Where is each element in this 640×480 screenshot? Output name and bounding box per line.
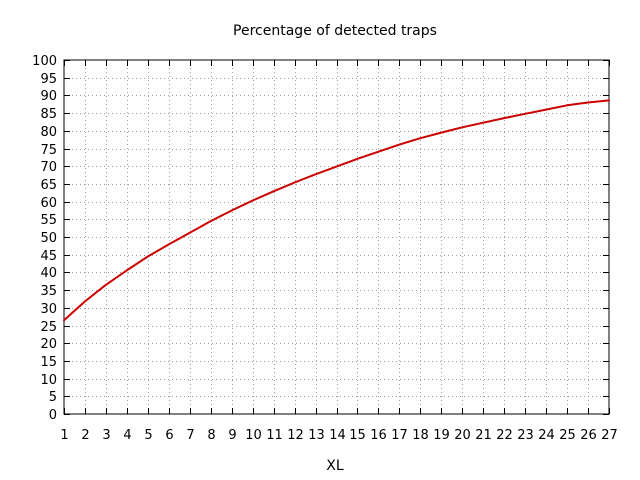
- x-tick-label: 18: [412, 428, 429, 443]
- x-tick-label: 14: [329, 428, 346, 443]
- series-layer: [63, 99, 610, 322]
- x-tick-label: 6: [165, 428, 173, 443]
- x-tick-label: 9: [228, 428, 236, 443]
- x-tick-label: 20: [454, 428, 471, 443]
- x-axis-label: XL: [326, 458, 344, 474]
- y-tick-label: 5: [49, 390, 57, 405]
- plot-area-frame: [63, 59, 610, 415]
- x-tick-label: 2: [81, 428, 89, 443]
- y-tick-label: 45: [40, 249, 57, 264]
- y-tick-label: 50: [40, 231, 57, 246]
- x-tick-label: 26: [580, 428, 597, 443]
- y-tick-label: 35: [40, 284, 57, 299]
- y-tick-label: 20: [40, 337, 57, 352]
- x-tick-label: 15: [349, 428, 366, 443]
- y-tick-label: 10: [40, 373, 57, 388]
- x-tick-label: 24: [538, 428, 555, 443]
- x-tick-label: 19: [433, 428, 450, 443]
- y-tick-label: 25: [40, 320, 57, 335]
- x-tick-label: 11: [266, 428, 283, 443]
- x-tick-label: 7: [186, 428, 194, 443]
- y-tick-label: 60: [40, 196, 57, 211]
- x-tick-label: 12: [287, 428, 304, 443]
- axis-ticks: [64, 60, 610, 415]
- x-tick-label: 25: [559, 428, 576, 443]
- y-tick-label: 65: [40, 178, 57, 193]
- y-tick-label: 75: [40, 143, 57, 158]
- y-tick-label: 55: [40, 213, 57, 228]
- x-tick-label: 1: [60, 428, 68, 443]
- y-tick-label: 15: [40, 355, 57, 370]
- series-line-0: [63, 99, 610, 322]
- x-tick-label: 13: [308, 428, 325, 443]
- x-tick-label: 27: [601, 428, 618, 443]
- y-tick-label: 85: [40, 107, 57, 122]
- y-tick-label: 0: [49, 408, 57, 423]
- y-tick-label: 95: [40, 72, 57, 87]
- x-tick-label: 10: [245, 428, 262, 443]
- x-tick-label: 16: [370, 428, 387, 443]
- y-tick-label: 40: [40, 266, 57, 281]
- x-tick-label: 4: [123, 428, 131, 443]
- x-tick-label: 5: [144, 428, 152, 443]
- y-tick-label: 80: [40, 125, 57, 140]
- y-tick-label: 30: [40, 302, 57, 317]
- y-tick-label: 70: [40, 160, 57, 175]
- chart-title: Percentage of detected traps: [233, 23, 437, 39]
- x-tick-label: 22: [496, 428, 513, 443]
- y-tick-label: 90: [40, 89, 57, 104]
- x-tick-label: 21: [475, 428, 492, 443]
- x-tick-label: 3: [102, 428, 110, 443]
- x-tick-label: 23: [517, 428, 534, 443]
- x-tick-label: 8: [207, 428, 215, 443]
- axis-tick-labels: 0510152025303540455055606570758085909510…: [32, 54, 618, 443]
- x-tick-label: 17: [391, 428, 408, 443]
- y-tick-label: 100: [32, 54, 57, 69]
